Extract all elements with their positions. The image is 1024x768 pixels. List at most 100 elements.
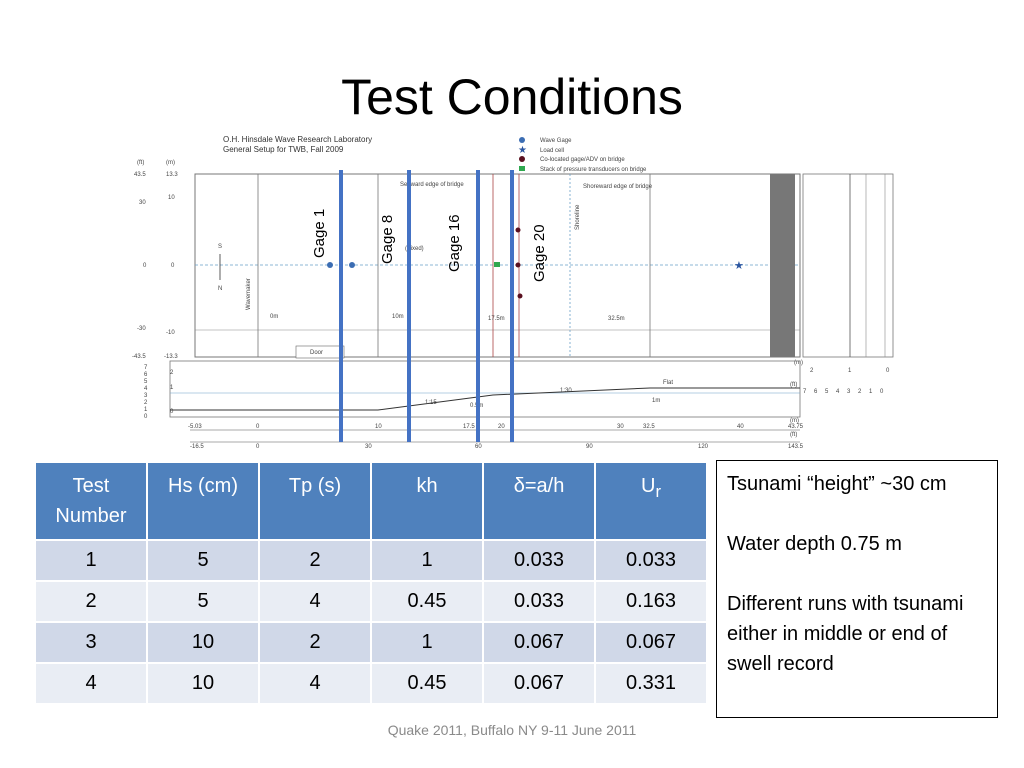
svg-text:30: 30 [139,200,146,206]
cell-hs: 5 [146,539,260,582]
delta-symbol: δ [513,475,525,497]
svg-text:Shoreline: Shoreline [575,204,581,230]
left-axis: (ft) 43.5 30 0 -30 -43.5 (m) 13.3 10 0 -… [132,160,178,360]
cell-ur: 0.331 [594,662,708,705]
svg-text:1: 1 [848,368,852,374]
note-tsunami-height: Tsunami “height” ~30 cm [727,473,947,495]
svg-text:4: 4 [836,389,840,395]
cell-hs: 5 [146,580,260,623]
notes-box: Tsunami “height” ~30 cm Water depth 0.75… [716,460,998,718]
header-hs: Hs (cm) [146,461,260,541]
svg-text:Seaward edge of bridge: Seaward edge of bridge [400,182,464,188]
svg-text:32.5m: 32.5m [608,316,625,322]
gage-16-label: Gage 16 [446,214,463,272]
svg-text:43.5: 43.5 [134,172,146,178]
cell-tp: 2 [258,621,372,664]
slide-footer: Quake 2011, Buffalo NY 9-11 June 2011 [387,722,637,738]
beach-texture [770,174,795,357]
svg-text:-13.3: -13.3 [164,354,178,360]
note-runs: Different runs with tsunami either in mi… [727,593,964,675]
cell-kh: 0.45 [370,580,484,623]
svg-text:1: 1 [869,389,873,395]
svg-text:Shoreward edge of bridge: Shoreward edge of bridge [583,184,653,190]
svg-text:32.5: 32.5 [643,424,655,430]
svg-text:10m: 10m [392,314,404,320]
table-row: 3 10 2 1 0.067 0.067 [34,621,708,664]
cell-ur: 0.033 [594,539,708,582]
svg-text:10: 10 [168,195,175,201]
svg-text:0: 0 [171,263,175,269]
cell-ur: 0.067 [594,621,708,664]
svg-text:10: 10 [375,424,382,430]
ursell-main: U [641,475,656,497]
svg-text:(Fixed): (Fixed) [405,246,424,252]
svg-text:1: 1 [170,385,174,391]
svg-text:0: 0 [880,389,884,395]
legend-pressure: Stack of pressure transducers on bridge [540,167,647,173]
cell-ur: 0.163 [594,580,708,623]
svg-text:3: 3 [847,389,851,395]
svg-text:43.75: 43.75 [788,424,804,430]
header-tp: Tp (s) [258,461,372,541]
svg-text:5: 5 [144,379,148,385]
svg-text:2: 2 [144,400,148,406]
cell-test: 1 [34,539,148,582]
svg-text:(ft): (ft) [137,160,144,166]
svg-text:0: 0 [143,263,147,269]
legend-wave-gage: Wave Gage [540,138,572,144]
svg-text:17.5m: 17.5m [488,316,505,322]
svg-text:(m): (m) [166,160,175,166]
cell-delta: 0.033 [482,580,596,623]
svg-text:0: 0 [256,444,260,450]
gage-8-label: Gage 8 [379,215,396,264]
svg-text:-30: -30 [137,326,146,332]
svg-text:3: 3 [144,393,148,399]
svg-text:2: 2 [810,368,814,374]
svg-text:90: 90 [586,444,593,450]
svg-text:2: 2 [170,370,174,376]
cell-hs: 10 [146,662,260,705]
svg-text:40: 40 [737,424,744,430]
svg-text:120: 120 [698,444,709,450]
delta-formula: =a/h [524,475,565,497]
legend-colocated: Co-located gage/ADV on bridge [540,157,625,163]
svg-text:-5.03: -5.03 [188,424,202,430]
svg-text:(m): (m) [790,418,799,424]
table-header-row: Test Number Hs (cm) Tp (s) kh δ=a/h Ur [34,461,708,541]
cell-tp: 4 [258,662,372,705]
header-delta: δ=a/h [482,461,596,541]
svg-text:S: S [218,244,222,250]
svg-text:6: 6 [144,372,148,378]
side-view-panel [802,173,894,358]
svg-text:20: 20 [498,424,505,430]
slide-title: Test Conditions [341,69,683,125]
svg-text:(ft): (ft) [790,432,797,438]
svg-text:Wavemaker: Wavemaker [246,278,252,310]
svg-text:0: 0 [256,424,260,430]
svg-text:30: 30 [617,424,624,430]
lab-title-line1: O.H. Hinsdale Wave Research Laboratory [223,135,372,144]
star-icon: ★ [518,145,527,156]
cell-kh: 0.45 [370,662,484,705]
header-test-number: Test Number [34,461,148,541]
figure-legend: Wave Gage ★ Load cell Co-located gage/AD… [518,137,647,173]
svg-text:1m: 1m [652,398,660,404]
header-ursell: Ur [594,461,708,541]
cell-tp: 2 [258,539,372,582]
lab-title-line2: General Setup for TWB, Fall 2009 [223,145,344,154]
table-row: 1 5 2 1 0.033 0.033 [34,539,708,582]
cell-test: 4 [34,662,148,705]
svg-text:17.5: 17.5 [463,424,475,430]
legend-load-cell: Load cell [540,148,564,154]
table-row: 2 5 4 0.45 0.033 0.163 [34,580,708,623]
cell-delta: 0.033 [482,539,596,582]
svg-text:-43.5: -43.5 [132,354,146,360]
cell-hs: 10 [146,621,260,664]
cell-tp: 4 [258,580,372,623]
note-water-depth: Water depth 0.75 m [727,533,902,555]
cell-kh: 1 [370,539,484,582]
svg-text:N: N [218,286,222,292]
profile-view-frame [169,360,801,418]
svg-text:Flat: Flat [663,380,673,386]
cell-delta: 0.067 [482,621,596,664]
